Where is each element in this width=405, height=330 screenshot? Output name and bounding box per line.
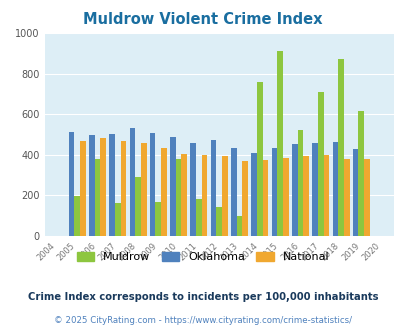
- Bar: [337, 59, 343, 236]
- Text: Crime Index corresponds to incidents per 100,000 inhabitants: Crime Index corresponds to incidents per…: [28, 292, 377, 302]
- Bar: [297, 130, 303, 236]
- Bar: [282, 158, 288, 236]
- Bar: [343, 159, 349, 236]
- Text: © 2025 CityRating.com - https://www.cityrating.com/crime-statistics/: © 2025 CityRating.com - https://www.city…: [54, 316, 351, 325]
- Bar: [141, 143, 146, 236]
- Bar: [115, 203, 120, 236]
- Bar: [170, 137, 175, 236]
- Bar: [352, 149, 358, 236]
- Bar: [100, 138, 106, 236]
- Bar: [230, 148, 236, 236]
- Text: Muldrow Violent Crime Index: Muldrow Violent Crime Index: [83, 12, 322, 26]
- Bar: [196, 199, 201, 236]
- Bar: [323, 155, 328, 236]
- Bar: [74, 196, 80, 236]
- Bar: [216, 207, 222, 236]
- Bar: [120, 141, 126, 236]
- Bar: [201, 155, 207, 236]
- Bar: [236, 216, 242, 236]
- Bar: [190, 143, 196, 236]
- Bar: [135, 177, 141, 236]
- Bar: [251, 153, 256, 236]
- Bar: [109, 134, 115, 236]
- Bar: [262, 160, 268, 236]
- Bar: [210, 140, 216, 236]
- Bar: [94, 159, 100, 236]
- Bar: [291, 144, 297, 236]
- Bar: [277, 51, 282, 236]
- Bar: [155, 203, 161, 236]
- Bar: [256, 82, 262, 236]
- Bar: [129, 128, 135, 236]
- Bar: [332, 142, 337, 236]
- Bar: [222, 156, 227, 236]
- Bar: [161, 148, 166, 236]
- Bar: [89, 135, 94, 236]
- Bar: [303, 156, 308, 236]
- Bar: [175, 159, 181, 236]
- Legend: Muldrow, Oklahoma, National: Muldrow, Oklahoma, National: [72, 248, 333, 267]
- Bar: [358, 111, 363, 236]
- Bar: [181, 154, 187, 236]
- Bar: [242, 161, 247, 236]
- Bar: [149, 133, 155, 236]
- Bar: [271, 148, 277, 236]
- Bar: [311, 143, 317, 236]
- Bar: [317, 92, 323, 236]
- Bar: [363, 159, 369, 236]
- Bar: [68, 132, 74, 236]
- Bar: [80, 141, 85, 236]
